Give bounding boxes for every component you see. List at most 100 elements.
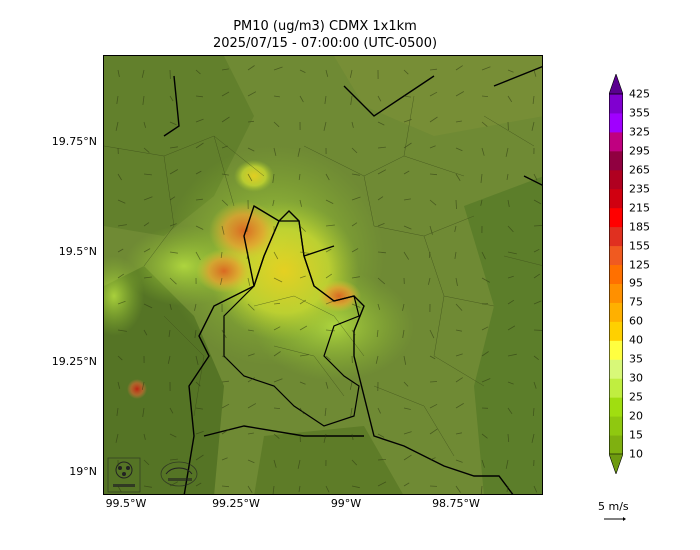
wind-vector — [507, 225, 514, 233]
wind-vector — [141, 381, 145, 390]
wind-vector — [272, 485, 275, 494]
wind-vector — [272, 173, 275, 183]
wind-vector — [273, 66, 283, 71]
wind-vector — [429, 457, 436, 461]
colorbar-segment — [609, 226, 623, 247]
hotspot-north-small — [234, 160, 274, 192]
wind-vector — [117, 248, 124, 253]
wind-vector — [429, 91, 438, 97]
wind-vector — [533, 273, 541, 279]
wind-vector — [429, 329, 435, 339]
map-svg — [104, 56, 542, 494]
wind-vector — [351, 276, 360, 279]
wind-vector — [325, 224, 335, 227]
wind-vector — [481, 351, 489, 357]
wind-vector — [117, 173, 122, 181]
wind-vector — [532, 95, 535, 104]
wind-vector — [429, 199, 437, 206]
wind-vector — [377, 433, 385, 438]
wind-vector — [349, 69, 353, 78]
wind-vector — [221, 403, 230, 409]
wind-vector — [454, 251, 457, 259]
wind-vector — [115, 121, 119, 131]
wind-vector — [455, 277, 458, 286]
wind-vector — [506, 485, 509, 492]
hotspot-southwest — [127, 379, 147, 399]
wind-vector — [532, 407, 535, 417]
wind-vector — [143, 248, 151, 253]
colorbar-segment — [609, 302, 623, 322]
wind-vector — [377, 277, 386, 285]
wind-vector — [117, 355, 123, 361]
wind-vector — [377, 223, 385, 227]
wind-vector — [351, 147, 358, 154]
wind-vector — [273, 251, 279, 260]
wind-key-label: 5 m/s — [598, 500, 629, 513]
wind-vector — [167, 355, 171, 364]
wind-vector — [246, 225, 249, 232]
wind-vector — [455, 303, 463, 311]
wind-vector — [195, 170, 202, 175]
wind-vector — [169, 407, 174, 414]
wind-vector — [221, 199, 229, 206]
wind-vector — [169, 458, 178, 461]
wind-vector — [429, 145, 436, 149]
wind-vector — [533, 300, 542, 305]
colorbar-segment — [609, 207, 623, 228]
wind-vector — [403, 142, 412, 149]
wind-vector — [403, 431, 412, 435]
wind-vector — [531, 433, 535, 443]
colorbar-tick-label: 295 — [629, 144, 650, 158]
chart-subtitle: 2025/07/15 - 07:00:00 (UTC-0500) — [212, 36, 438, 51]
wind-vector — [455, 485, 461, 493]
wind-vector — [273, 147, 277, 156]
hotspot-north — [209, 201, 279, 261]
wind-vector — [221, 173, 229, 176]
wind-vector — [115, 433, 119, 443]
hotspot-west — [196, 249, 252, 293]
wind-vector — [429, 381, 438, 383]
colorbar-segment — [609, 131, 623, 152]
wind-vector — [221, 91, 230, 97]
colorbar-extend-high — [609, 74, 623, 95]
wind-vector — [481, 121, 488, 127]
wind-vector — [533, 329, 542, 331]
wind-vector — [403, 454, 412, 461]
wind-vector — [429, 68, 438, 71]
wind-vector — [273, 351, 281, 357]
wind-vector — [507, 353, 517, 357]
wind-vector — [195, 407, 203, 410]
wind-vector — [349, 381, 353, 390]
wind-vector — [531, 121, 535, 131]
wind-vector — [377, 121, 385, 126]
wind-vector — [169, 121, 177, 126]
terrain-south — [254, 426, 403, 494]
wind-vector — [455, 65, 463, 71]
wind-vector — [247, 91, 257, 97]
wind-vector — [377, 407, 381, 414]
lon-label: 99.5°W — [105, 497, 147, 510]
wind-vector — [351, 222, 358, 227]
wind-vector — [481, 147, 485, 156]
wind-vector — [351, 196, 361, 201]
wind-vector — [221, 329, 227, 339]
colorbar-segment — [609, 283, 623, 303]
wind-vector — [298, 485, 301, 492]
wind-vector — [195, 381, 201, 387]
wind-vector — [351, 329, 356, 336]
wind-vector — [247, 277, 251, 286]
colorbar-segment — [609, 188, 623, 209]
wind-vector — [298, 173, 301, 180]
wind-vector — [325, 355, 331, 361]
wind-vector — [429, 173, 438, 176]
colorbar-outline — [609, 93, 623, 455]
wind-vector — [195, 225, 204, 230]
wind-vector — [402, 303, 405, 311]
wind-vector — [195, 454, 204, 461]
wind-vector — [377, 146, 386, 149]
wind-vector — [272, 199, 275, 206]
wind-vector — [143, 303, 153, 309]
wind-vector — [506, 173, 509, 180]
wind-vector — [143, 459, 150, 466]
wind-vector — [273, 277, 283, 283]
